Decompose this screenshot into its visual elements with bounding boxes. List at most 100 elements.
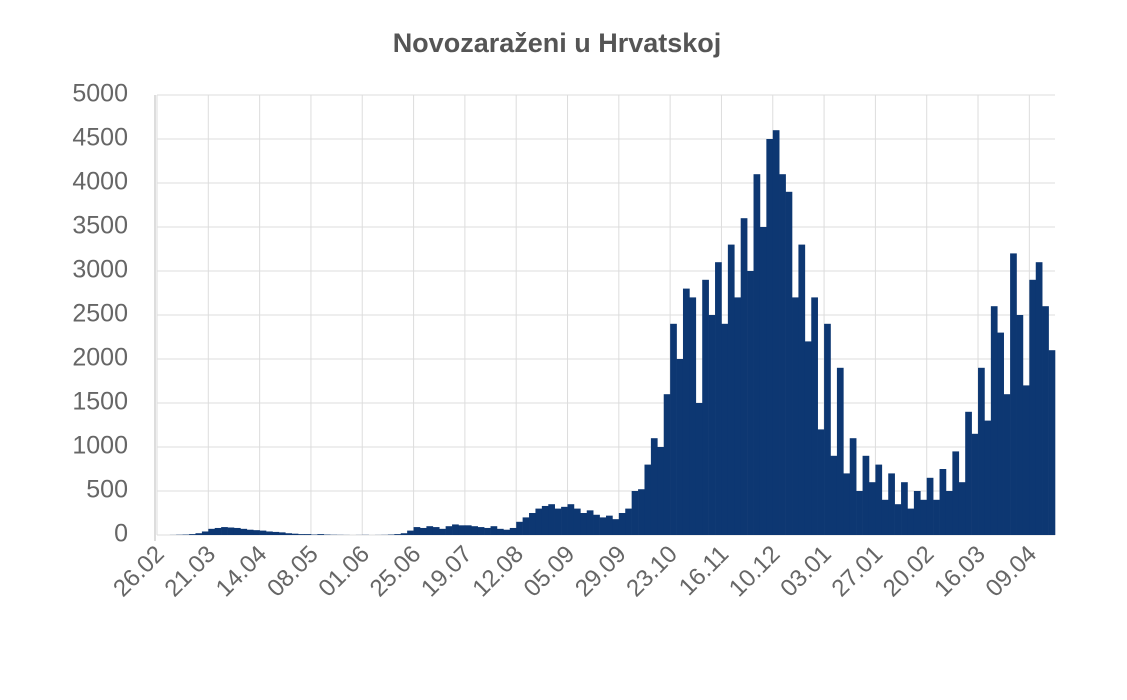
bar — [201, 531, 209, 535]
y-tick-label: 2000 — [72, 344, 128, 372]
bar — [990, 306, 998, 535]
bar — [240, 528, 248, 535]
bar — [689, 297, 697, 535]
bar — [715, 262, 722, 535]
y-tick-label: 4500 — [72, 124, 128, 152]
bar — [541, 505, 549, 535]
bar — [233, 527, 241, 535]
bar — [484, 527, 491, 535]
bar — [702, 279, 709, 535]
bar — [952, 451, 960, 535]
bar — [766, 139, 774, 535]
bar — [682, 288, 690, 535]
bar — [317, 534, 325, 535]
x-tick-label: 27.01 — [827, 541, 889, 603]
bar — [753, 174, 761, 535]
bar — [496, 528, 504, 535]
bar — [811, 297, 818, 535]
bar — [894, 504, 902, 535]
bar — [798, 244, 806, 535]
bar — [509, 527, 517, 535]
bar — [625, 508, 632, 535]
bar — [561, 506, 568, 535]
bar — [214, 527, 222, 535]
x-tick-label: 16.11 — [674, 541, 734, 601]
bar — [997, 332, 1004, 535]
x-tick-label: 03.01 — [775, 541, 837, 603]
bar — [926, 477, 934, 535]
bar — [503, 529, 511, 535]
x-tick-label: 20.02 — [878, 541, 940, 603]
bar — [426, 526, 434, 535]
bar — [958, 482, 966, 535]
bar — [394, 534, 402, 535]
bar — [747, 271, 754, 535]
x-tick-label: 26.02 — [108, 541, 170, 603]
bar — [278, 532, 286, 535]
bar — [554, 508, 562, 535]
bar — [285, 533, 292, 535]
bar — [727, 244, 735, 535]
x-tick-label: 12.08 — [467, 541, 529, 603]
bar — [939, 469, 947, 535]
bar — [477, 527, 485, 535]
bar — [413, 527, 421, 535]
bar — [535, 508, 543, 535]
bar — [1010, 253, 1017, 535]
bar — [618, 513, 626, 535]
bar — [400, 533, 408, 535]
bar — [1022, 385, 1030, 535]
x-tick-label: 19.07 — [416, 541, 478, 603]
bar — [1029, 279, 1037, 535]
bar — [792, 297, 799, 535]
y-tick-label: 5000 — [72, 80, 128, 108]
bar — [529, 513, 536, 535]
chart-title: Novozaraženi u Hrvatskoj — [393, 28, 722, 58]
bar — [644, 464, 652, 535]
bar — [253, 530, 260, 535]
bar — [772, 130, 780, 535]
x-tick-label: 25.06 — [365, 541, 427, 603]
bar — [708, 315, 716, 535]
bar — [670, 323, 677, 535]
bar — [663, 394, 671, 535]
bar — [227, 527, 235, 535]
bar — [573, 508, 581, 535]
bar — [208, 528, 216, 535]
bar — [971, 433, 979, 535]
bar — [606, 515, 613, 535]
y-tick-label: 0 — [114, 520, 128, 548]
bar — [836, 367, 844, 535]
bar — [965, 411, 972, 535]
y-tick-label: 1500 — [72, 388, 128, 416]
bar — [901, 482, 908, 535]
bar — [779, 174, 786, 535]
y-tick-label: 2500 — [72, 300, 128, 328]
x-tick-label: 05.09 — [519, 541, 581, 603]
bar — [740, 218, 748, 535]
bar — [298, 534, 305, 535]
bar — [407, 530, 414, 535]
bar — [195, 533, 203, 535]
bar — [888, 473, 895, 535]
bar — [933, 499, 940, 535]
bar — [266, 531, 273, 535]
bar — [246, 529, 254, 535]
bar — [984, 420, 992, 535]
x-tick-label: 14.04 — [211, 541, 273, 603]
bar — [759, 227, 767, 535]
bar — [734, 297, 741, 535]
bar — [638, 489, 645, 535]
x-tick-label: 21.03 — [159, 541, 221, 603]
bar — [862, 455, 870, 535]
bar — [580, 513, 588, 535]
bar — [913, 491, 921, 535]
bar — [586, 510, 594, 535]
bar — [695, 403, 703, 535]
bar — [1003, 394, 1011, 535]
bar — [516, 521, 523, 535]
y-tick-label: 3500 — [72, 212, 128, 240]
x-tick-label: 10.12 — [724, 541, 786, 603]
bar — [567, 504, 575, 535]
bar — [419, 527, 427, 535]
